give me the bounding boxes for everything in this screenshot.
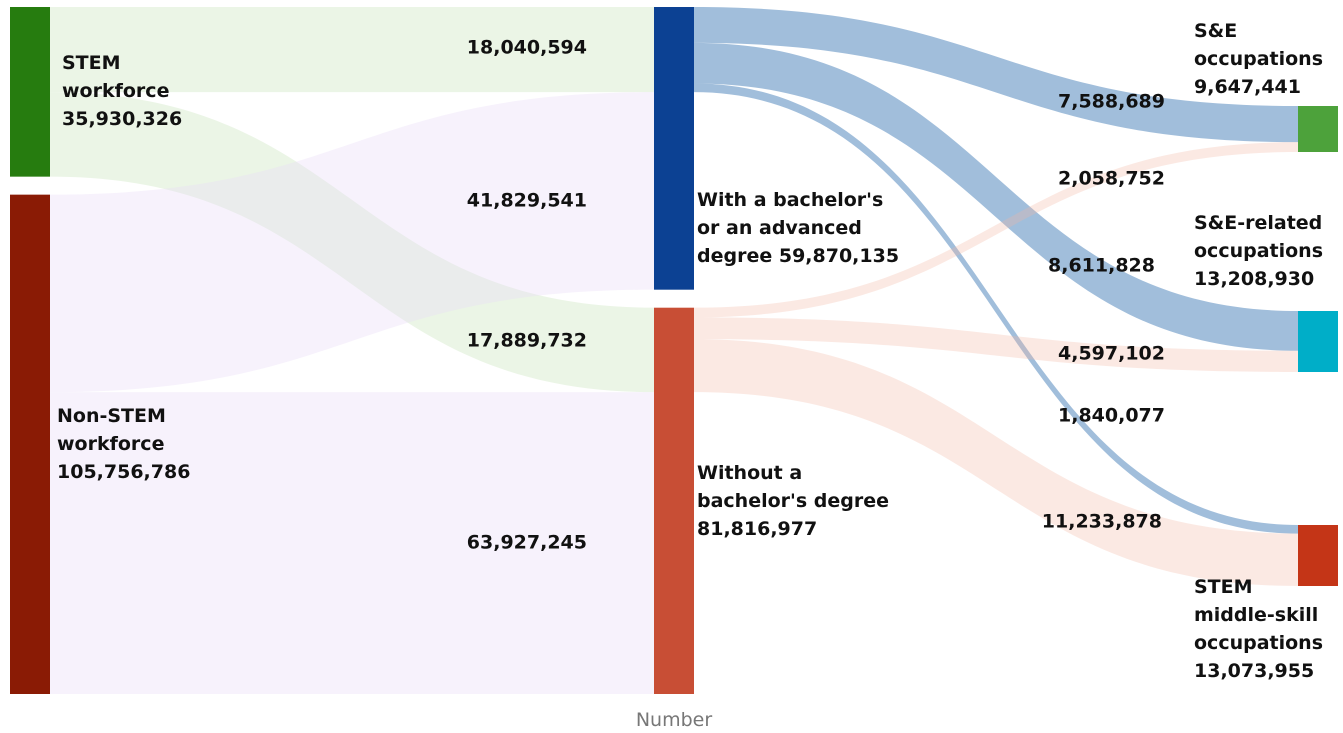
node-label-nonstem: Non-STEM workforce 105,756,786 xyxy=(57,405,190,483)
link-stem-to-bach[interactable] xyxy=(50,7,654,93)
link-label-nobach-to-serel: 4,597,102 xyxy=(1058,343,1165,365)
node-labels-layer: STEM workforce 35,930,326 Non-STEM workforce… xyxy=(57,20,1323,682)
link-nonstem-to-nobach[interactable] xyxy=(50,392,654,694)
x-axis-label: Number xyxy=(636,709,713,731)
link-label-bach-to-serel: 8,611,828 xyxy=(1048,255,1155,277)
link-stem-to-nobach[interactable] xyxy=(50,92,654,393)
nodes-layer xyxy=(10,7,1338,695)
link-label-nonstem-to-bach: 41,829,541 xyxy=(467,190,587,212)
link-labels-layer: 18,040,594 17,889,732 41,829,541 63,927,245… xyxy=(467,37,1165,554)
link-label-nobach-to-se: 2,058,752 xyxy=(1058,168,1165,190)
node-bach[interactable] xyxy=(654,7,694,290)
link-nonstem-to-bach[interactable] xyxy=(50,92,654,393)
node-label-mid: STEM middle-skill occupations 13,073,955 xyxy=(1194,576,1323,682)
link-nobach-to-se[interactable] xyxy=(694,142,1298,318)
node-label-stem: STEM workforce 35,930,326 xyxy=(62,52,182,130)
node-label-se: S&E occupations 9,647,441 xyxy=(1194,20,1323,98)
node-label-serel: S&E-related occupations 13,208,930 xyxy=(1194,212,1323,290)
link-label-bach-to-se: 7,588,689 xyxy=(1058,91,1165,113)
node-nobach[interactable] xyxy=(654,307,694,694)
link-bach-to-serel[interactable] xyxy=(694,42,1298,351)
link-nobach-to-serel[interactable] xyxy=(694,317,1298,372)
node-mid[interactable] xyxy=(1298,525,1338,586)
link-label-nonstem-to-nobach: 63,927,245 xyxy=(467,532,587,554)
node-nonstem[interactable] xyxy=(10,194,50,695)
links-layer xyxy=(50,7,1298,694)
link-label-stem-to-nobach: 17,889,732 xyxy=(467,330,587,352)
node-label-bach: With a bachelor's or an advanced degree 59… xyxy=(697,189,899,267)
link-bach-to-mid[interactable] xyxy=(694,83,1298,534)
link-nobach-to-mid[interactable] xyxy=(694,339,1298,586)
link-label-nobach-to-mid: 11,233,878 xyxy=(1042,511,1162,533)
node-stem[interactable] xyxy=(10,7,50,177)
node-label-nobach: Without a bachelor's degree 81,816,977 xyxy=(697,462,889,540)
link-bach-to-se[interactable] xyxy=(694,7,1298,143)
node-se[interactable] xyxy=(1298,106,1338,152)
node-serel[interactable] xyxy=(1298,311,1338,372)
link-label-bach-to-mid: 1,840,077 xyxy=(1058,405,1165,427)
link-label-stem-to-bach: 18,040,594 xyxy=(467,37,587,59)
